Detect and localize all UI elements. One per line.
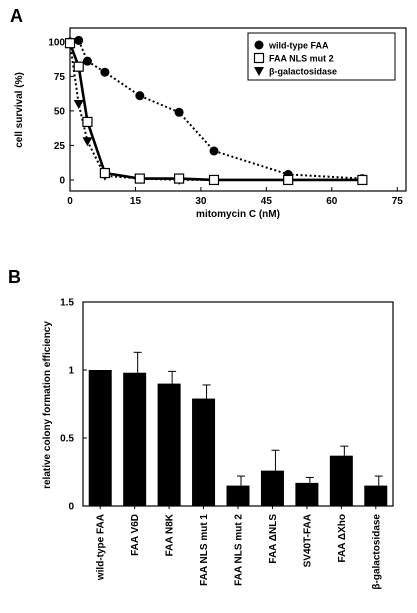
bar-wild-type-faa bbox=[88, 370, 112, 506]
data-point-wild-type-faa bbox=[135, 91, 145, 101]
bar-faa-nls bbox=[260, 470, 284, 506]
category-label-sv40t-faa: SV40T-FAA bbox=[302, 514, 313, 567]
panel-a-x-tick-label: 30 bbox=[195, 196, 207, 207]
panel-a-y-ticks: 0 25 50 75 100 bbox=[48, 37, 74, 186]
legend-marker-faa-nls-mut-2 bbox=[253, 52, 265, 64]
category-label-galactosidase: β-galactosidase bbox=[371, 514, 382, 590]
category-label-faa-v6d: FAA V6D bbox=[130, 514, 141, 556]
panel-b-x-labels: wild-type FAA FAA V6D FAA N8K FAA NLS mut 1… bbox=[96, 506, 382, 590]
panel-b-y-tick-label: 0.5 bbox=[60, 434, 74, 445]
panel-b-bars bbox=[88, 351, 388, 506]
category-label-faa-nls-mut-1: FAA NLS mut 1 bbox=[199, 514, 210, 586]
panel-a-y-tick-label: 100 bbox=[48, 37, 65, 48]
category-label-faa-nls-mut-2: FAA NLS mut 2 bbox=[234, 514, 245, 586]
panel-a-x-ticks: 0 15 30 45 60 75 bbox=[67, 187, 403, 207]
category-label-faa-n8k: FAA N8K bbox=[165, 513, 176, 556]
bar-faa-n8k bbox=[157, 383, 181, 506]
category-label-faa-nls: FAA ΔNLS bbox=[268, 514, 279, 564]
bar-sv40t-faa bbox=[295, 482, 319, 506]
panel-a-x-tick-label: 15 bbox=[130, 196, 142, 207]
bar-faa-v6d bbox=[123, 372, 147, 506]
legend-marker-wild-type-faa bbox=[254, 40, 264, 50]
data-point-faa-nls-mut-2 bbox=[82, 116, 93, 128]
data-point-faa-nls-mut-2 bbox=[64, 38, 76, 49]
data-point-faa-nls-mut-2 bbox=[99, 167, 111, 179]
panel-a-frame bbox=[69, 27, 407, 192]
panel-b-y-tick-label: 1 bbox=[68, 366, 74, 377]
panel-a-x-tick-label: 60 bbox=[326, 196, 338, 207]
data-point-faa-nls-mut-2 bbox=[283, 174, 294, 186]
bar-galactosidase bbox=[364, 485, 388, 506]
data-point-wild-type-faa bbox=[74, 35, 84, 45]
data-point-wild-type-faa bbox=[100, 67, 110, 77]
data-point-galactosidase bbox=[82, 137, 93, 147]
data-point-faa-nls-mut-2 bbox=[357, 174, 368, 186]
bar-faa-xho bbox=[329, 455, 353, 506]
panel-a-x-tick-label: 0 bbox=[67, 196, 73, 207]
data-point-faa-nls-mut-2 bbox=[73, 61, 84, 72]
legend-label-wild-type-faa: wild-type FAA bbox=[268, 41, 329, 51]
panel-b-y-ticks: 0 0.5 1 1.5 bbox=[60, 298, 87, 513]
legend-label-galactosidase: β-galactosidase bbox=[269, 67, 337, 77]
category-label-wild-type-faa: wild-type FAA bbox=[96, 514, 107, 581]
panel-a-legend: wild-type FAA FAA NLS mut 2 β-galactosidas… bbox=[247, 32, 396, 81]
panel-a-legend-box bbox=[247, 32, 396, 81]
panel-a-letter: A bbox=[10, 6, 23, 26]
data-point-wild-type-faa bbox=[209, 146, 219, 156]
legend-marker-galactosidase bbox=[254, 67, 264, 76]
panel-b-y-tick-label: 0 bbox=[68, 502, 74, 513]
panel-a-x-tick-label: 45 bbox=[261, 196, 273, 207]
data-point-wild-type-faa bbox=[174, 107, 184, 117]
panel-a-y-tick-label: 25 bbox=[54, 141, 66, 152]
panel-a-y-axis-label: cell survival (%) bbox=[14, 72, 25, 148]
data-point-faa-nls-mut-2 bbox=[134, 173, 145, 184]
panel-a-y-tick-label: 50 bbox=[54, 106, 66, 117]
panel-a-x-axis-label: mitomycin C (nM) bbox=[196, 209, 280, 220]
panel-b-letter: B bbox=[8, 267, 21, 287]
data-point-faa-nls-mut-2 bbox=[173, 173, 185, 184]
panel-a-y-tick-label: 0 bbox=[59, 175, 65, 186]
panel-a-chart: 0 25 50 75 100 0 15 30 45 60 75 cell survival (%)… bbox=[14, 27, 407, 220]
data-point-wild-type-faa bbox=[82, 56, 92, 66]
bar-faa-nls-mut-2 bbox=[226, 485, 250, 506]
panel-b-y-tick-label: 1.5 bbox=[60, 298, 74, 309]
panel-a-y-tick-label: 75 bbox=[54, 72, 66, 83]
panel-b-chart: 0 0.5 1 1.5 wild-type FAA FAA V6D FAA N8K FAA … bbox=[42, 298, 394, 590]
panel-b-y-axis-label: relative colony formation efficiency bbox=[42, 321, 53, 489]
data-point-galactosidase bbox=[73, 99, 84, 109]
legend-label-faa-nls-mut-2: FAA NLS mut 2 bbox=[269, 54, 334, 64]
data-point-faa-nls-mut-2 bbox=[208, 174, 220, 186]
bar-faa-nls-mut-1 bbox=[192, 398, 216, 506]
panel-a-series bbox=[64, 35, 368, 186]
panel-a-x-tick-label: 75 bbox=[392, 196, 404, 207]
category-label-faa-xho: FAA ΔXho bbox=[337, 514, 348, 562]
